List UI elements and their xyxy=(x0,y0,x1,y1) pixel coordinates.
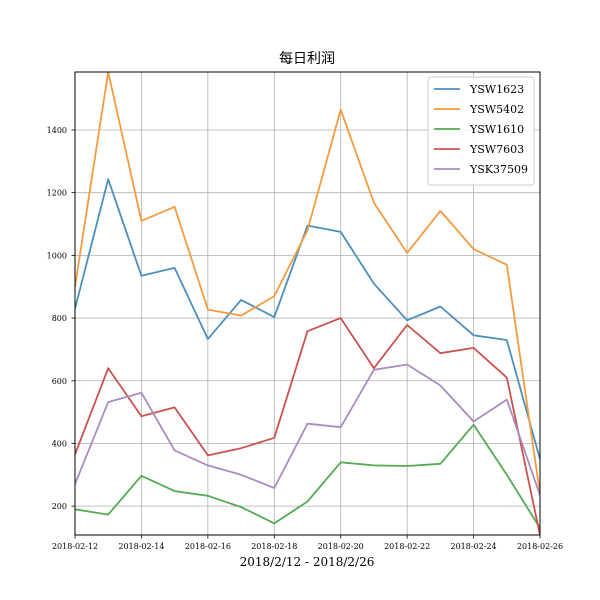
legend-label: YSW5402 xyxy=(469,103,524,116)
series-line-ysw1623 xyxy=(75,178,540,460)
y-tick-label: 600 xyxy=(52,377,67,386)
x-axis-label: 2018/2/12 - 2018/2/26 xyxy=(240,555,375,569)
x-tick-label: 2018-02-22 xyxy=(384,542,430,551)
x-tick-label: 2018-02-14 xyxy=(118,542,164,551)
x-axis-ticks: 2018-02-12 2018-02-14 2018-02-16 2018-02-18… xyxy=(52,535,563,551)
y-tick-label: 200 xyxy=(52,502,67,511)
series-line-ysw5402 xyxy=(75,72,540,494)
plot-frame xyxy=(74,71,541,536)
x-tick-label: 2018-02-24 xyxy=(451,542,497,551)
legend: YSW1623 YSW5402 YSW1610 YSW7603 YSK37509 xyxy=(427,76,535,186)
series-lines xyxy=(75,72,540,535)
grid xyxy=(74,72,541,535)
x-tick-label: 2018-02-18 xyxy=(251,542,297,551)
legend-label: YSW1610 xyxy=(469,123,524,136)
series-line-ysk37509 xyxy=(75,363,540,496)
x-tick-label: 2018-02-12 xyxy=(52,542,98,551)
legend-label: YSW1623 xyxy=(469,83,524,96)
legend-label: YSW7603 xyxy=(469,143,524,156)
x-tick-label: 2018-02-16 xyxy=(185,542,231,551)
y-tick-label: 800 xyxy=(52,314,67,323)
y-tick-label: 1000 xyxy=(47,251,67,260)
chart-title: 每日利润 xyxy=(279,51,335,67)
x-tick-label: 2018-02-26 xyxy=(517,542,563,551)
legend-label: YSK37509 xyxy=(469,163,528,176)
y-tick-label: 1400 xyxy=(47,126,67,135)
legend-box xyxy=(427,76,535,186)
y-axis-ticks: 200 400 600 800 1000 1200 1400 xyxy=(47,126,75,511)
series-line-ysw1610 xyxy=(75,423,540,529)
y-tick-label: 400 xyxy=(52,439,67,448)
y-tick-label: 1200 xyxy=(47,189,67,198)
x-tick-label: 2018-02-20 xyxy=(318,542,364,551)
